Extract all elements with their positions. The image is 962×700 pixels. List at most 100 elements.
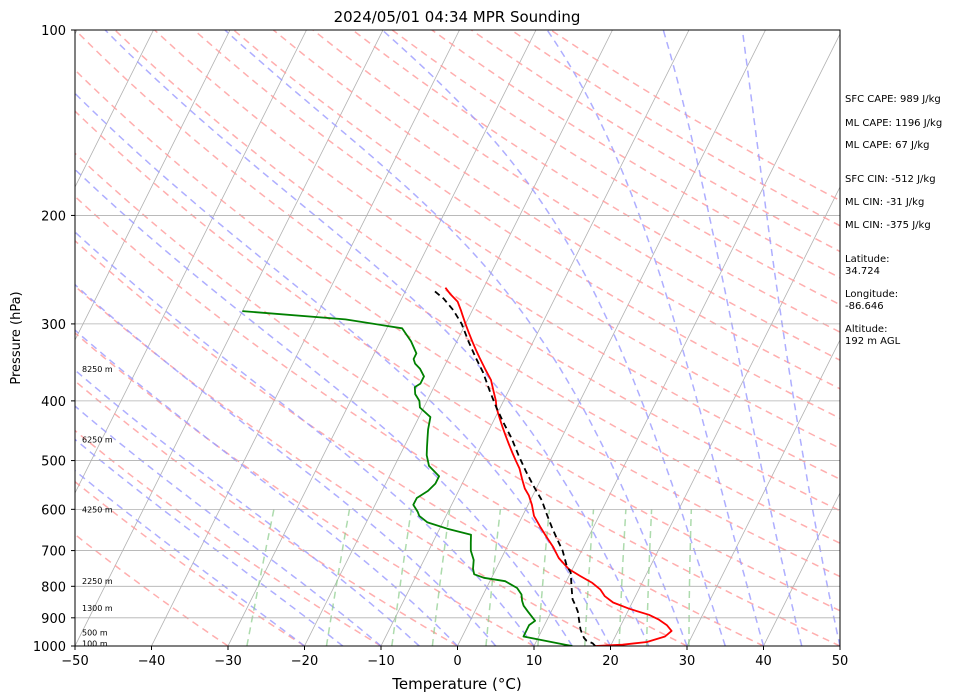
mixing-ratio-line — [584, 509, 595, 646]
annotations: SFC CAPE: 989 J/kg ML CAPE: 1196 J/kg ML… — [845, 94, 942, 347]
isotherm-line — [227, 30, 537, 646]
isotherm-line — [763, 492, 840, 646]
moist-adiabat-line — [75, 438, 344, 646]
sfc-cin-text: SFC CIN: -512 J/kg — [845, 174, 936, 185]
isotherm-line — [75, 30, 154, 188]
y-tick-label: 700 — [41, 545, 66, 560]
latitude-value: 34.724 — [845, 266, 880, 277]
moist-adiabat-line — [75, 329, 459, 646]
mixing-ratio-line — [618, 509, 627, 646]
temperature-line — [444, 287, 673, 646]
moist-adiabat-line — [75, 405, 382, 646]
mixing-ratio-line — [485, 509, 502, 646]
x-tick-label: −50 — [61, 654, 88, 669]
moist-adiabat-line — [104, 30, 650, 646]
x-tick-label: 10 — [526, 654, 543, 669]
isotherm-line — [75, 30, 384, 646]
height-label: 8250 m — [82, 365, 113, 374]
dry-adiabat-line — [431, 30, 840, 279]
dewpoint-line — [242, 310, 573, 646]
dry-adiabat-line — [75, 380, 458, 646]
background-lines — [75, 30, 840, 646]
y-tick-label: 400 — [41, 395, 66, 410]
dry-adiabat-line — [312, 30, 840, 361]
isotherm-line — [457, 30, 766, 646]
moist-adiabat-line — [75, 230, 535, 646]
mixing-ratio-line — [688, 509, 693, 646]
isotherm-line — [75, 30, 231, 341]
isotherm-line — [304, 30, 613, 646]
moist-adiabat-line — [224, 30, 688, 646]
isotherm-line — [380, 30, 690, 646]
ml-cape-text-2: ML CAPE: 67 J/kg — [845, 140, 929, 151]
altitude-value: 192 m AGL — [845, 336, 901, 347]
dry-adiabat-line — [114, 30, 840, 512]
isotherm-line — [75, 30, 307, 494]
y-tick-label: 200 — [41, 209, 66, 224]
x-tick-label: 40 — [755, 654, 772, 669]
height-label: 100 m — [82, 639, 108, 648]
x-tick-label: −40 — [138, 654, 165, 669]
x-tick-label: 50 — [832, 654, 849, 669]
x-tick-label: −20 — [291, 654, 318, 669]
dry-adiabat-line — [75, 533, 229, 646]
y-tick-label: 500 — [41, 455, 66, 470]
x-axis: −50 −40 −30 −20 −10 0 10 20 30 40 50 — [61, 646, 848, 669]
dry-adiabat-line — [352, 30, 840, 333]
dry-adiabat-line — [391, 30, 840, 306]
y-tick-label: 300 — [41, 318, 66, 333]
dry-adiabat-line — [75, 239, 688, 646]
moist-adiabat-line — [741, 30, 840, 646]
longitude-label: Longitude: — [845, 289, 898, 300]
moist-adiabat-line — [75, 168, 573, 646]
sfc-cape-text: SFC CAPE: 989 J/kg — [845, 94, 941, 105]
parcel-line — [432, 289, 596, 646]
latitude-label: Latitude: — [845, 254, 890, 265]
moist-adiabat-line — [75, 283, 497, 646]
x-tick-label: 30 — [679, 654, 696, 669]
y-tick-label: 600 — [41, 503, 66, 518]
ml-cin-text-2: ML CIN: -375 J/kg — [845, 220, 931, 231]
x-axis-label: Temperature (°C) — [391, 675, 521, 693]
moist-adiabat-line — [546, 30, 765, 646]
mixing-ratio-line — [645, 509, 653, 646]
x-tick-label: 20 — [602, 654, 619, 669]
sounding-lines — [242, 287, 673, 646]
dry-adiabat-line — [75, 285, 611, 646]
dry-adiabat-line — [75, 331, 535, 646]
ml-cin-text: ML CIN: -31 J/kg — [845, 197, 924, 208]
ml-cape-text: ML CAPE: 1196 J/kg — [845, 118, 942, 129]
height-label: 6250 m — [82, 435, 113, 444]
moist-adiabat-line — [381, 30, 727, 646]
y-tick-label: 900 — [41, 612, 66, 627]
dry-adiabat-line — [75, 68, 840, 578]
x-tick-label: −30 — [214, 654, 241, 669]
moist-adiabat-line — [75, 369, 420, 646]
x-tick-label: −10 — [367, 654, 394, 669]
y-tick-label: 100 — [41, 24, 66, 39]
isotherm-line — [533, 33, 840, 646]
height-labels: 8250 m 6250 m 4250 m 2250 m 1300 m 500 m 100 m — [82, 365, 113, 648]
dry-adiabat-line — [193, 30, 840, 450]
height-label: 4250 m — [82, 505, 113, 514]
y-axis: 100 200 300 400 500 600 700 800 900 1000 — [33, 24, 75, 655]
altitude-label: Altitude: — [845, 324, 887, 335]
x-tick-label: 0 — [453, 654, 461, 669]
height-label: 1300 m — [82, 604, 113, 613]
chart-title: 2024/05/01 04:34 MPR Sounding — [334, 8, 581, 26]
isotherm-line — [686, 339, 840, 646]
dry-adiabat-line — [75, 152, 840, 646]
longitude-value: -86.646 — [845, 301, 884, 312]
height-label: 2250 m — [82, 577, 113, 586]
y-axis-label: Pressure (hPa) — [9, 291, 24, 384]
height-label: 500 m — [82, 628, 108, 637]
dry-adiabat-line — [272, 30, 840, 390]
dry-adiabat-line — [233, 30, 840, 420]
dry-adiabat-line — [75, 195, 764, 646]
moist-adiabat-line — [75, 92, 612, 646]
dry-adiabat-line — [75, 110, 840, 612]
y-tick-label: 800 — [41, 580, 66, 595]
isotherm-line — [610, 186, 840, 646]
